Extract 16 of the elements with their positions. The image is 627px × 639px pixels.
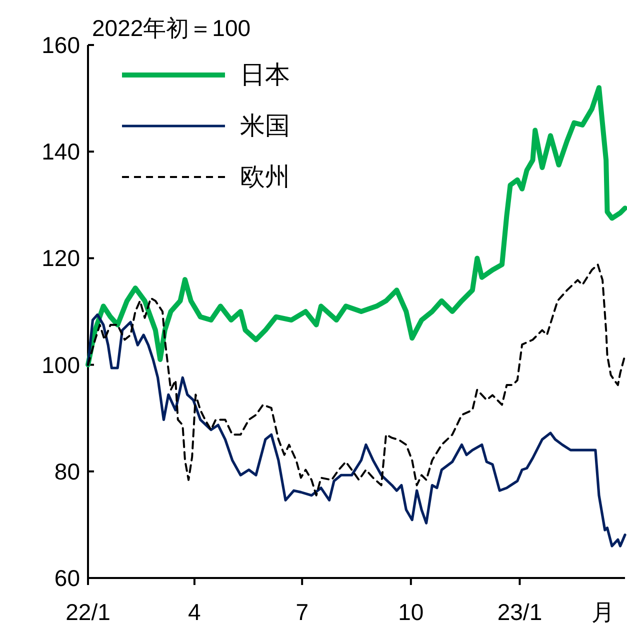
y-tick-label: 80 [54,458,80,484]
y-tick-label: 120 [42,245,80,272]
y-tick-label: 160 [42,32,80,58]
x-tick-label: 22/1 [66,599,110,625]
x-axis-title: 月 [592,599,614,625]
x-tick-label: 4 [188,599,202,625]
legend-label: 欧州 [240,163,290,191]
x-tick-label: 7 [296,599,308,625]
x-tick-label: 10 [398,599,424,625]
y-tick-label: 100 [42,352,80,378]
legend-label: 米国 [240,112,290,140]
chart-title: 2022年初＝100 [92,15,251,41]
x-tick-label: 23/1 [497,599,542,625]
y-tick-label: 60 [54,565,80,591]
legend-label: 日本 [240,61,290,89]
y-tick-label: 140 [42,138,80,165]
